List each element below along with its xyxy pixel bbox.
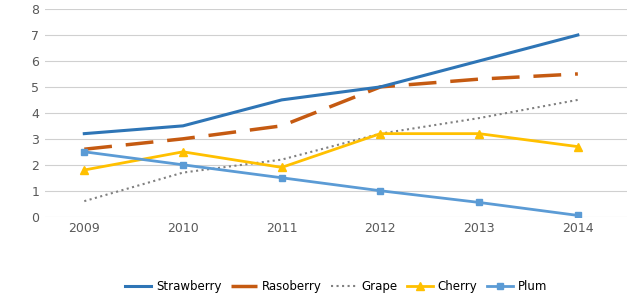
Legend: Strawberry, Rasoberry, Grape, Cherry, Plum: Strawberry, Rasoberry, Grape, Cherry, Pl… [120, 276, 552, 298]
